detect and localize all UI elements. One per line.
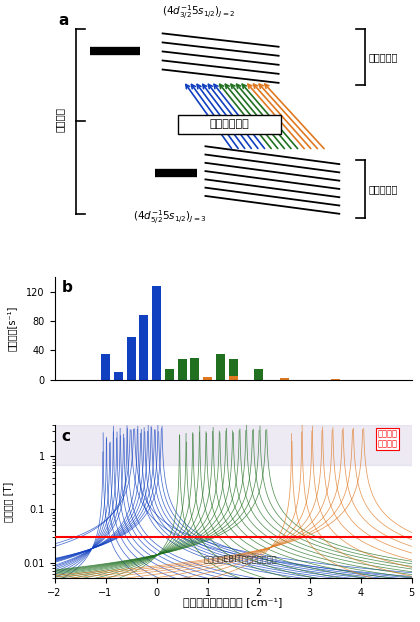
Text: 共鳴遷移からの波数 [cm⁻¹]: 共鳴遷移からの波数 [cm⁻¹] [184, 597, 283, 607]
Bar [114, 372, 123, 379]
Text: 一般的なEBITプラズマの磁場: 一般的なEBITプラズマの磁場 [203, 554, 277, 563]
Text: 超微細構造: 超微細構造 [369, 52, 398, 62]
Bar [55, 425, 412, 465]
Bar [228, 376, 238, 379]
Text: $(4d_{5/2}^{-1}5s_{1/2})_{J=3}$: $(4d_{5/2}^{-1}5s_{1/2})_{J=3}$ [133, 210, 207, 228]
Bar [254, 369, 263, 379]
Bar [216, 354, 225, 379]
Bar [101, 354, 110, 379]
Bar [165, 369, 174, 379]
Bar [139, 315, 148, 379]
Text: 本研究の
磁場条件: 本研究の 磁場条件 [377, 429, 397, 448]
Text: 遷移確率[s⁻¹]: 遷移確率[s⁻¹] [7, 305, 17, 351]
Text: c: c [62, 429, 71, 444]
Bar [279, 378, 289, 379]
Text: レーザー励起: レーザー励起 [210, 119, 249, 129]
Bar [178, 359, 186, 379]
Text: a: a [58, 13, 68, 28]
Text: 微細構造: 微細構造 [55, 106, 65, 132]
Bar [126, 337, 136, 379]
Bar [190, 358, 200, 379]
Bar [203, 378, 212, 379]
Text: 超微細構造: 超微細構造 [369, 184, 398, 194]
Bar [228, 359, 238, 379]
FancyBboxPatch shape [178, 114, 281, 134]
Bar [152, 285, 161, 379]
Text: $(4d_{3/2}^{-1}5s_{1/2})_{J=2}$: $(4d_{3/2}^{-1}5s_{1/2})_{J=2}$ [162, 4, 236, 22]
Text: 磁場強度 [T]: 磁場強度 [T] [3, 481, 13, 522]
Text: b: b [62, 280, 73, 295]
